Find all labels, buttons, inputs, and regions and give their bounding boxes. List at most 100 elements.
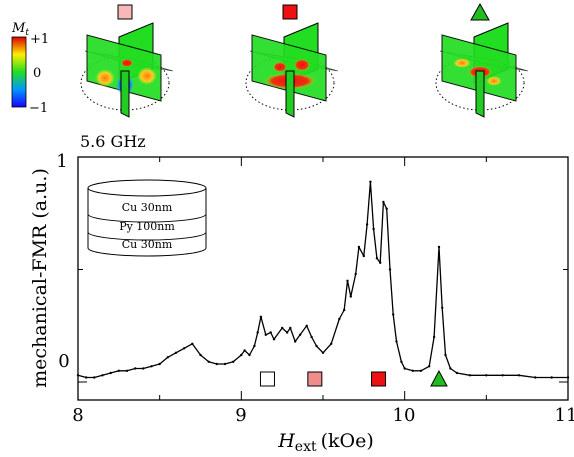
field-blob [486, 76, 502, 86]
data-point [85, 376, 88, 379]
data-point [392, 313, 395, 316]
data-point [215, 362, 218, 366]
data-point [349, 295, 352, 298]
x-tick-label: 10 [393, 405, 416, 426]
colorbar: Mt +1 0 −1 [11, 21, 49, 116]
data-series [76, 180, 570, 379]
y-tick-label: 1 [56, 151, 67, 172]
data-point [395, 340, 398, 343]
triangle-marker [430, 369, 448, 387]
data-point [240, 353, 243, 357]
square-marker [307, 371, 323, 387]
inset-square-icon [117, 4, 133, 20]
field-blob [95, 69, 115, 87]
data-point [369, 180, 372, 183]
data-point [253, 344, 256, 348]
field-blob [294, 59, 310, 71]
field-blob [137, 67, 157, 85]
colorbar-max-label: +1 [30, 32, 49, 47]
data-point [365, 223, 369, 226]
inset-triangle-icon [470, 2, 490, 21]
data-point [432, 335, 436, 339]
x-axis-label: Hext (kOe) [277, 430, 374, 455]
colorbar-label: Mt [11, 21, 29, 38]
resonance-markers [259, 369, 448, 387]
data-point [134, 367, 137, 370]
layer-stack-diagram: Cu 30nm Py 100nm Cu 30nm [87, 179, 207, 257]
data-point [485, 374, 488, 377]
data-point [550, 376, 553, 379]
plane-edge [120, 70, 130, 118]
plane-edge [475, 70, 485, 118]
data-point [411, 369, 414, 372]
data-point [191, 342, 194, 345]
data-point [243, 349, 246, 352]
data-point [269, 331, 272, 334]
data-point [256, 331, 259, 334]
data-point [281, 326, 284, 330]
data-point [330, 342, 333, 345]
data-point [419, 369, 423, 372]
y-tick-label: 0 [58, 351, 69, 372]
data-point [403, 367, 406, 370]
plane-edge [285, 70, 295, 118]
data-point [101, 374, 104, 377]
data-point [232, 360, 235, 363]
data-point [400, 360, 403, 363]
data-point [346, 279, 349, 282]
data-point [468, 374, 472, 377]
data-point [354, 272, 357, 276]
stack-divider [87, 231, 207, 241]
data-point [166, 356, 169, 359]
data-point [294, 340, 297, 343]
layer-label: Py 100nm [119, 220, 175, 233]
data-point [372, 227, 375, 231]
data-point [441, 306, 444, 309]
x-tick-label: 8 [72, 405, 83, 426]
data-point [207, 360, 210, 363]
data-point [199, 353, 202, 357]
colorbar-gradient [11, 36, 27, 108]
data-point [343, 308, 346, 312]
data-point [357, 245, 361, 249]
data-point [248, 353, 251, 357]
data-point [321, 351, 325, 354]
cross-section-inset [80, 4, 174, 118]
inset-square-icon [282, 4, 298, 20]
data-point [534, 376, 537, 379]
data-point [223, 362, 227, 366]
axis-ticks [77, 156, 569, 400]
square-marker [259, 371, 275, 387]
data-point [183, 347, 186, 350]
layer-label: Cu 30nm [122, 201, 173, 214]
data-point [375, 257, 379, 260]
data-point [93, 376, 96, 379]
y-axis-label: mechanical-FMR (a.u.) [29, 168, 51, 388]
cross-section-inset [435, 2, 529, 118]
data-point [150, 365, 153, 368]
colorbar-min-label: −1 [29, 101, 48, 116]
chart-title: 5.6 GHz [80, 132, 146, 151]
data-point [501, 374, 504, 377]
data-point [382, 200, 385, 204]
data-point [315, 344, 318, 348]
data-point [305, 324, 308, 327]
x-tick-label: 9 [235, 405, 246, 426]
data-point [259, 315, 263, 318]
colorbar-mid-label: 0 [33, 66, 41, 81]
data-point [428, 365, 431, 368]
data-point [289, 326, 292, 330]
data-point [444, 353, 447, 357]
data-point [388, 268, 392, 271]
data-point [338, 317, 341, 321]
magnetization-insets [80, 2, 529, 118]
cross-section-inset [245, 4, 339, 118]
data-point [142, 367, 145, 370]
data-point [117, 369, 121, 372]
stack-top [87, 179, 207, 197]
field-blob [453, 58, 471, 68]
data-point [517, 374, 521, 377]
data-point [174, 351, 178, 354]
data-point [310, 335, 313, 339]
